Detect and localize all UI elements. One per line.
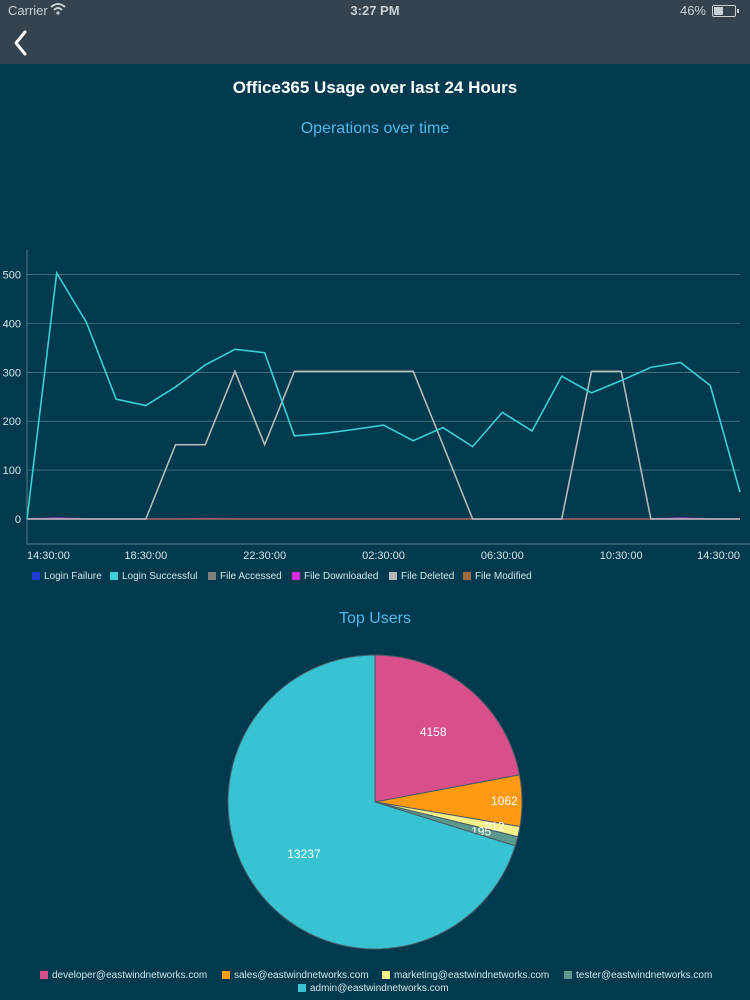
- y-tick-label: 200: [3, 416, 21, 428]
- legend-label: File Deleted: [401, 571, 455, 582]
- legend-label: marketing@eastwindnetworks.com: [394, 970, 550, 981]
- nav-bar: [0, 22, 750, 64]
- y-tick-label: 400: [3, 318, 21, 330]
- status-bar: Carrier 3:27 PM 46%: [0, 0, 750, 22]
- legend-swatch: [463, 572, 471, 581]
- legend-label: Login Successful: [122, 571, 198, 582]
- wifi-icon: [50, 2, 66, 19]
- legend-swatch: [208, 572, 216, 581]
- clock: 3:27 PM: [350, 3, 400, 18]
- legend-swatch: [222, 971, 230, 980]
- battery-percent: 46%: [679, 3, 706, 18]
- legend-label: admin@eastwindnetworks.com: [310, 983, 449, 994]
- legend-swatch: [110, 572, 118, 581]
- x-tick-label: 14:30:00: [27, 550, 70, 562]
- y-tick-label: 100: [3, 465, 21, 477]
- pie-data-label: 4158: [420, 725, 447, 739]
- legend-admin[interactable]: admin@eastwindnetworks.com: [298, 983, 449, 994]
- legend-label: developer@eastwindnetworks.com: [52, 970, 208, 981]
- x-tick-label: 06:30:00: [481, 550, 524, 562]
- legend-login-successful[interactable]: Login Successful: [110, 571, 198, 582]
- legend-file-modified[interactable]: File Modified: [463, 571, 532, 582]
- legend-label: File Modified: [475, 571, 532, 582]
- legend-label: File Downloaded: [304, 571, 379, 582]
- y-tick-label: 300: [3, 367, 21, 379]
- x-tick-label: 02:30:00: [362, 550, 405, 562]
- chevron-left-icon: [14, 30, 27, 56]
- series-line-file-deleted: [27, 369, 740, 520]
- pie-slice-developer: [374, 654, 521, 803]
- legend-file-downloaded[interactable]: File Downloaded: [292, 571, 379, 582]
- legend-swatch: [40, 971, 48, 980]
- y-tick-label: 500: [3, 269, 21, 281]
- legend-login-failure[interactable]: Login Failure: [32, 571, 102, 582]
- carrier-label: Carrier: [8, 3, 48, 18]
- back-button[interactable]: [8, 26, 42, 60]
- legend-marketing[interactable]: marketing@eastwindnetworks.com: [382, 970, 549, 981]
- legend-file-accessed[interactable]: File Accessed: [208, 571, 282, 582]
- legend-sales[interactable]: sales@eastwindnetworks.com: [222, 970, 369, 981]
- legend-swatch: [292, 572, 300, 581]
- pie-data-label: 13237: [287, 847, 321, 861]
- y-tick-label: 0: [15, 514, 21, 526]
- operations-line-chart: 0 100 200 300 400 500 14:30:00 18:30:00 22:30:00…: [3, 250, 750, 562]
- pie-chart-title: Top Users: [338, 610, 412, 627]
- legend-label: sales@eastwindnetworks.com: [234, 970, 369, 981]
- legend-swatch: [564, 971, 572, 980]
- x-tick-label: 18:30:00: [124, 550, 167, 562]
- line-chart-title: Operations over time: [300, 120, 450, 137]
- x-tick-label: 22:30:00: [243, 550, 286, 562]
- battery-icon: [712, 5, 739, 17]
- legend-swatch: [32, 572, 40, 581]
- x-tick-label: 14:30:00: [697, 550, 740, 562]
- pie-slice-admin: [227, 654, 516, 950]
- x-tick-label: 10:30:00: [600, 550, 643, 562]
- series-line-login-successful: [26, 270, 741, 520]
- legend-swatch: [389, 572, 397, 581]
- page-title: Office365 Usage over last 24 Hours: [232, 78, 518, 97]
- legend-swatch: [382, 971, 390, 980]
- pie-data-label: 1062: [491, 794, 518, 808]
- legend-tester[interactable]: tester@eastwindnetworks.com: [564, 970, 712, 981]
- legend-swatch: [298, 984, 306, 993]
- legend-label: tester@eastwindnetworks.com: [576, 970, 713, 981]
- legend-developer[interactable]: developer@eastwindnetworks.com: [40, 970, 207, 981]
- legend-label: Login Failure: [44, 571, 102, 582]
- legend-file-deleted[interactable]: File Deleted: [389, 571, 454, 582]
- legend-label: File Accessed: [220, 571, 282, 582]
